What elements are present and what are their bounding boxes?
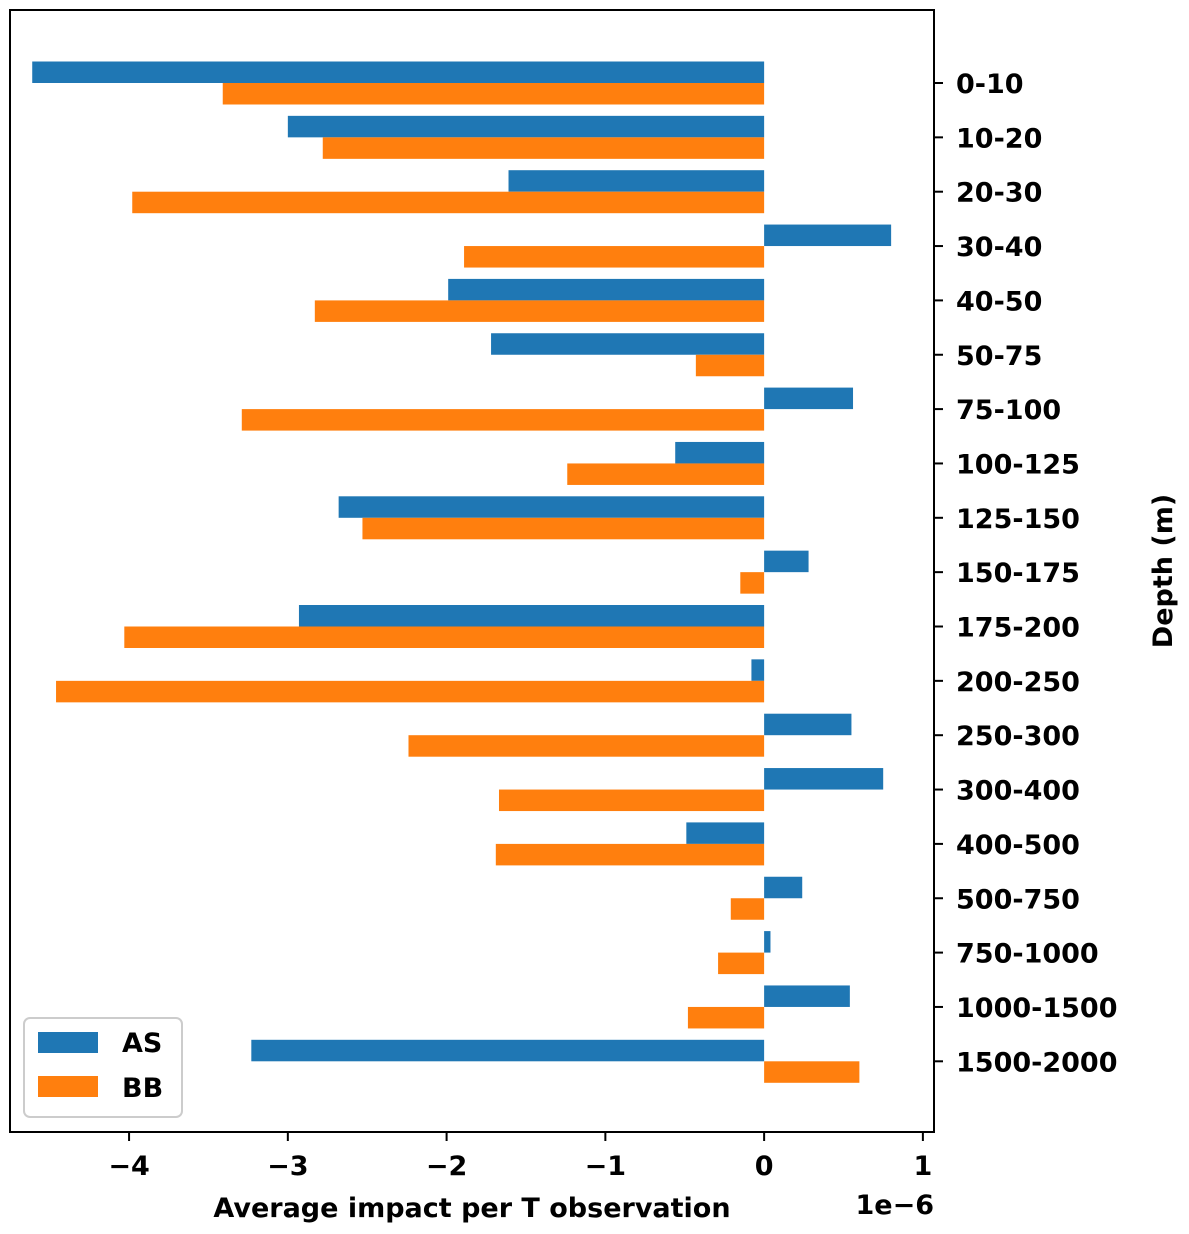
y-tick-label: 250-300	[956, 721, 1080, 752]
y-tick-label: 300-400	[956, 776, 1080, 807]
bar-as-400-500	[686, 822, 765, 844]
bar-bb-200-250	[56, 680, 765, 703]
y-tick-label: 400-500	[956, 830, 1080, 861]
x-scale-label: 1e−6	[855, 1190, 934, 1221]
bar-bb-10-20	[322, 137, 765, 159]
bar-as-1500-2000	[251, 1039, 765, 1062]
bars-layer	[32, 61, 892, 1083]
x-tick-label: 0	[755, 1151, 774, 1182]
y-tick-label: 30-40	[956, 232, 1042, 263]
bar-bb-40-50	[314, 300, 765, 322]
y-tick-label: 75-100	[956, 395, 1061, 426]
bar-as-100-125	[675, 441, 765, 464]
x-axis-label: Average impact per T observation	[213, 1193, 730, 1224]
bar-as-750-1000	[764, 931, 771, 953]
y-axis: 0-10 10-20 20-30 30-40 40-50 50-75 75-100 100-1…	[934, 69, 1118, 1078]
bar-as-50-75	[491, 333, 765, 355]
bar-bb-400-500	[495, 843, 765, 866]
y-tick-label: 150-175	[956, 558, 1080, 589]
bar-as-500-750	[764, 876, 803, 899]
y-tick-label: 750-1000	[956, 939, 1099, 970]
bar-bb-50-75	[695, 354, 765, 377]
bar-as-30-40	[764, 224, 892, 247]
bar-as-0-10	[32, 61, 765, 83]
y-tick-label: 1000-1500	[956, 993, 1118, 1024]
bar-bb-1500-2000	[764, 1061, 860, 1083]
plot-frame	[9, 9, 935, 1133]
x-tick-label: −2	[426, 1151, 467, 1182]
y-tick-label: 175-200	[956, 613, 1080, 644]
x-tick-label: −1	[585, 1151, 626, 1182]
x-axis: −4 −3 −2 −1 0 1	[108, 1132, 932, 1182]
legend-label-as: AS	[122, 1028, 162, 1059]
legend-label-bb: BB	[122, 1073, 163, 1104]
bar-bb-500-750	[730, 898, 765, 920]
bar-bb-1000-1500	[687, 1006, 765, 1029]
x-tick-label: 1	[913, 1151, 932, 1182]
legend: AS BB	[23, 1017, 183, 1118]
bar-as-20-30	[508, 170, 765, 192]
bar-bb-125-150	[362, 517, 765, 540]
bar-as-200-250	[751, 659, 765, 681]
bar-bb-300-400	[498, 789, 765, 812]
y-tick-label: 1500-2000	[956, 1047, 1118, 1078]
bar-as-300-400	[764, 768, 884, 790]
bar-as-10-20	[287, 115, 765, 138]
bar-bb-175-200	[124, 626, 765, 648]
y-tick-label: 40-50	[956, 286, 1042, 317]
y-tick-label: 10-20	[956, 123, 1042, 154]
y-tick-label: 500-750	[956, 884, 1080, 915]
bar-as-1000-1500	[764, 985, 850, 1007]
bar-as-75-100	[764, 387, 854, 410]
bar-bb-30-40	[464, 246, 765, 268]
y-tick-label: 125-150	[956, 504, 1080, 535]
legend-swatch-as	[38, 1032, 98, 1053]
bar-bb-750-1000	[718, 952, 765, 975]
bar-as-175-200	[298, 605, 765, 627]
bar-bb-75-100	[241, 409, 765, 431]
bar-as-250-300	[764, 713, 852, 736]
y-tick-label: 200-250	[956, 667, 1080, 698]
bar-bb-250-300	[408, 735, 765, 757]
y-tick-label: 20-30	[956, 178, 1042, 209]
x-tick-label: −4	[108, 1151, 149, 1182]
bar-as-125-150	[338, 496, 765, 518]
y-tick-label: 100-125	[956, 449, 1080, 480]
bar-bb-0-10	[222, 83, 765, 105]
bar-as-40-50	[448, 278, 765, 301]
x-tick-label: −3	[267, 1151, 308, 1182]
bar-bb-100-125	[567, 463, 765, 485]
bar-bb-150-175	[740, 572, 765, 594]
y-tick-label: 0-10	[956, 69, 1024, 100]
y-tick-label: 50-75	[956, 341, 1042, 372]
legend-swatch-bb	[38, 1076, 98, 1097]
bar-bb-20-30	[132, 191, 765, 214]
y-axis-label: Depth (m)	[1148, 494, 1179, 648]
bar-as-150-175	[764, 550, 809, 573]
